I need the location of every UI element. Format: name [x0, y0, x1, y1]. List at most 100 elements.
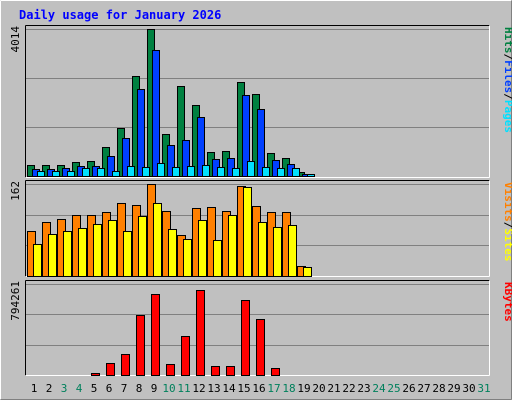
x-tick-label-day-3: 3	[61, 382, 68, 395]
bar-files-day-14	[227, 158, 235, 177]
legend-item-visits: Visits	[502, 182, 512, 222]
x-tick-label-day-28: 28	[432, 382, 445, 395]
x-tick-label-day-31: 31	[477, 382, 490, 395]
bar-pages-day-5	[97, 168, 105, 177]
bar-sites-day-7	[123, 231, 132, 277]
x-tick-label-day-21: 21	[327, 382, 340, 395]
x-tick-label-day-24: 24	[372, 382, 386, 395]
bar-kbytes-day-6	[106, 363, 115, 376]
series-sites	[33, 187, 312, 277]
bar-sites-day-5	[93, 224, 102, 277]
legend-item-kbytes: KBytes	[502, 282, 512, 322]
bar-sites-day-15	[243, 187, 252, 277]
x-axis-day-labels: 1 2 3 4 5 6 7 8 9 10 11 12 13 14 15 16 17 18 19 20 21 22 23 24 2…	[31, 382, 491, 395]
bar-pages-day-10	[172, 167, 180, 177]
bar-kbytes-day-8	[136, 315, 145, 376]
legend-item-files: Files	[502, 60, 512, 93]
bar-files-day-7	[122, 138, 130, 177]
x-tick-label-day-10: 10	[162, 382, 175, 395]
bar-pages-day-13	[217, 167, 225, 177]
x-tick-label-day-19: 19	[297, 382, 310, 395]
x-tick-label-day-14: 14	[222, 382, 236, 395]
chart-title: Daily usage for January 2026	[19, 8, 221, 22]
legend-separator: /	[502, 54, 512, 61]
bar-sites-day-19	[303, 267, 312, 277]
bar-sites-day-14	[228, 215, 237, 277]
legend-kbytes: KBytes	[502, 282, 512, 322]
panel-hits: 4014 Hits/Files/Pages	[9, 25, 512, 178]
y-max-label-visits: 162	[9, 181, 22, 201]
x-tick-label-day-9: 9	[151, 382, 158, 395]
bar-pages-day-2	[52, 171, 60, 177]
bar-sites-day-16	[258, 222, 267, 277]
bar-pages-day-7	[127, 166, 135, 177]
bar-pages-day-18	[292, 168, 300, 177]
legend-separator: /	[502, 93, 512, 100]
bar-kbytes-day-14	[226, 366, 235, 376]
x-tick-label-day-25: 25	[387, 382, 400, 395]
bar-sites-day-17	[273, 227, 282, 277]
bar-pages-day-4	[82, 168, 90, 177]
bar-sites-day-9	[153, 203, 162, 277]
bar-kbytes-day-9	[151, 294, 160, 376]
bar-kbytes-day-7	[121, 354, 130, 376]
bar-kbytes-day-17	[271, 368, 280, 376]
series-kbytes	[91, 290, 280, 376]
bar-pages-day-15	[247, 161, 255, 177]
legend-item-sites: Sites	[502, 228, 512, 261]
x-tick-label-day-13: 13	[207, 382, 220, 395]
series-pages	[37, 161, 315, 177]
bar-pages-day-16	[262, 167, 270, 177]
x-tick-label-day-7: 7	[121, 382, 128, 395]
x-tick-label-day-29: 29	[447, 382, 460, 395]
bar-sites-day-2	[48, 234, 57, 277]
x-tick-label-day-12: 12	[192, 382, 205, 395]
bar-kbytes-day-13	[211, 366, 220, 376]
bar-pages-day-1	[37, 171, 45, 177]
bar-pages-day-12	[202, 165, 210, 177]
legend-hits: Hits/Files/Pages	[502, 27, 512, 133]
bar-pages-day-6	[112, 171, 120, 177]
x-tick-label-day-5: 5	[91, 382, 98, 395]
bar-sites-day-11	[183, 239, 192, 277]
legend-item-pages: Pages	[502, 100, 512, 133]
bar-files-day-8	[137, 89, 145, 177]
x-tick-label-day-26: 26	[402, 382, 415, 395]
bar-files-day-6	[107, 156, 115, 177]
x-tick-label-day-8: 8	[136, 382, 143, 395]
bar-kbytes-day-12	[196, 290, 205, 376]
bar-sites-day-12	[198, 220, 207, 277]
bar-files-day-16	[257, 109, 265, 177]
bar-kbytes-day-16	[256, 319, 265, 376]
legend-visits: Visits/Sites	[502, 182, 512, 262]
bar-sites-day-4	[78, 228, 87, 277]
panel-kbytes: 794261 KBytes	[9, 280, 512, 376]
series-visits	[27, 184, 306, 277]
bar-sites-day-13	[213, 240, 222, 277]
bar-files-day-12	[197, 117, 205, 177]
bar-files-day-11	[182, 140, 190, 177]
x-tick-label-day-6: 6	[106, 382, 113, 395]
y-max-label-hits: 4014	[9, 26, 22, 53]
bar-sites-day-1	[33, 244, 42, 277]
bar-pages-day-17	[277, 168, 285, 177]
x-tick-label-day-11: 11	[177, 382, 190, 395]
bar-sites-day-18	[288, 225, 297, 277]
y-max-label-kbytes: 794261	[9, 281, 22, 321]
bar-pages-day-8	[142, 167, 150, 177]
x-tick-label-day-4: 4	[76, 382, 83, 395]
bar-sites-day-3	[63, 231, 72, 277]
bar-files-day-10	[167, 145, 175, 177]
bar-files-day-15	[242, 95, 250, 177]
bar-kbytes-day-10	[166, 364, 175, 376]
bar-sites-day-10	[168, 229, 177, 277]
x-tick-label-day-17: 17	[267, 382, 280, 395]
x-tick-label-day-27: 27	[417, 382, 430, 395]
bar-hits-day-11	[177, 86, 185, 177]
x-tick-label-day-20: 20	[312, 382, 325, 395]
panel-visits: 162 Visits/Sites	[9, 180, 512, 277]
x-tick-label-day-18: 18	[282, 382, 295, 395]
bar-pages-day-11	[187, 166, 195, 177]
